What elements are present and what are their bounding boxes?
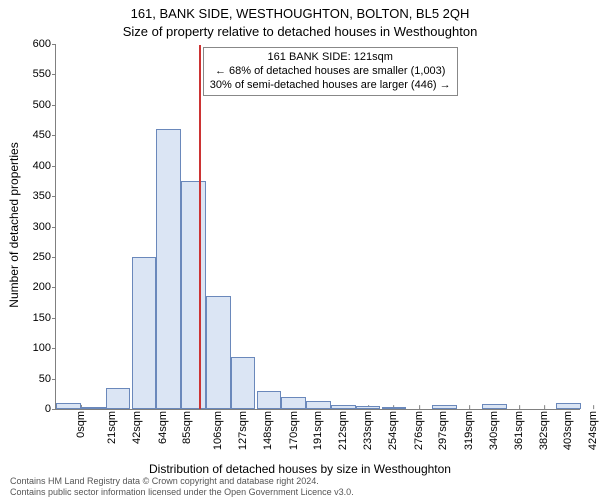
x-tick: 191sqm xyxy=(312,411,324,450)
x-tick: 170sqm xyxy=(288,411,300,450)
histogram-bar xyxy=(382,407,407,409)
histogram-bar xyxy=(181,181,206,409)
histogram-bar xyxy=(106,388,131,409)
y-tick: 400 xyxy=(11,160,51,172)
x-tick: 0sqm xyxy=(75,411,87,438)
x-tick: 212sqm xyxy=(337,411,349,450)
y-tick: 300 xyxy=(11,221,51,233)
histogram-bar xyxy=(331,405,356,409)
x-tick: 382sqm xyxy=(538,411,550,450)
callout-line-1: 161 BANK SIDE: 121sqm xyxy=(210,51,451,65)
y-tick: 150 xyxy=(11,312,51,324)
histogram-bar xyxy=(556,403,581,409)
x-tick: 42sqm xyxy=(131,411,143,444)
x-tick: 276sqm xyxy=(413,411,425,450)
x-tick: 64sqm xyxy=(157,411,169,444)
x-tick: 85sqm xyxy=(181,411,193,444)
histogram-bar xyxy=(56,403,81,409)
y-tick: 450 xyxy=(11,129,51,141)
chart-title-sub: Size of property relative to detached ho… xyxy=(0,24,600,39)
marker-line xyxy=(199,45,201,409)
x-tick: 233sqm xyxy=(362,411,374,450)
y-tick: 0 xyxy=(11,403,51,415)
x-axis-label: Distribution of detached houses by size … xyxy=(0,462,600,476)
y-tick: 50 xyxy=(11,373,51,385)
chart-title-main: 161, BANK SIDE, WESTHOUGHTON, BOLTON, BL… xyxy=(0,6,600,21)
histogram-bar xyxy=(81,407,106,409)
y-tick: 500 xyxy=(11,99,51,111)
x-tick: 297sqm xyxy=(438,411,450,450)
chart-container: 161, BANK SIDE, WESTHOUGHTON, BOLTON, BL… xyxy=(0,0,600,500)
histogram-bar xyxy=(206,296,231,409)
marker-callout: 161 BANK SIDE: 121sqm← 68% of detached h… xyxy=(203,47,458,96)
y-tick: 100 xyxy=(11,342,51,354)
footer-line-1: Contains HM Land Registry data © Crown c… xyxy=(10,476,590,487)
plot-area: 0501001502002503003504004505005506000sqm… xyxy=(55,45,580,410)
x-tick: 424sqm xyxy=(587,411,599,450)
y-tick: 200 xyxy=(11,281,51,293)
footer-line-2: Contains public sector information licen… xyxy=(10,487,590,498)
x-tick: 340sqm xyxy=(488,411,500,450)
histogram-bar xyxy=(356,406,381,409)
y-tick: 250 xyxy=(11,251,51,263)
footer-attribution: Contains HM Land Registry data © Crown c… xyxy=(10,476,590,498)
histogram-bar xyxy=(306,401,331,409)
x-tick: 403sqm xyxy=(563,411,575,450)
histogram-bar xyxy=(257,391,282,409)
x-tick: 254sqm xyxy=(387,411,399,450)
x-tick: 319sqm xyxy=(463,411,475,450)
x-tick: 21sqm xyxy=(106,411,118,444)
y-tick: 550 xyxy=(11,68,51,80)
x-tick: 106sqm xyxy=(212,411,224,450)
callout-line-3: 30% of semi-detached houses are larger (… xyxy=(210,79,451,93)
histogram-bar xyxy=(156,129,181,409)
histogram-bar xyxy=(231,357,256,409)
histogram-bar xyxy=(281,397,306,409)
callout-line-2: ← 68% of detached houses are smaller (1,… xyxy=(210,65,451,79)
x-tick: 127sqm xyxy=(237,411,249,450)
histogram-bar xyxy=(432,405,457,409)
x-tick: 148sqm xyxy=(262,411,274,450)
histogram-bar xyxy=(132,257,157,409)
histogram-bar xyxy=(482,404,507,409)
y-tick: 600 xyxy=(11,38,51,50)
x-tick: 361sqm xyxy=(513,411,525,450)
y-tick: 350 xyxy=(11,190,51,202)
